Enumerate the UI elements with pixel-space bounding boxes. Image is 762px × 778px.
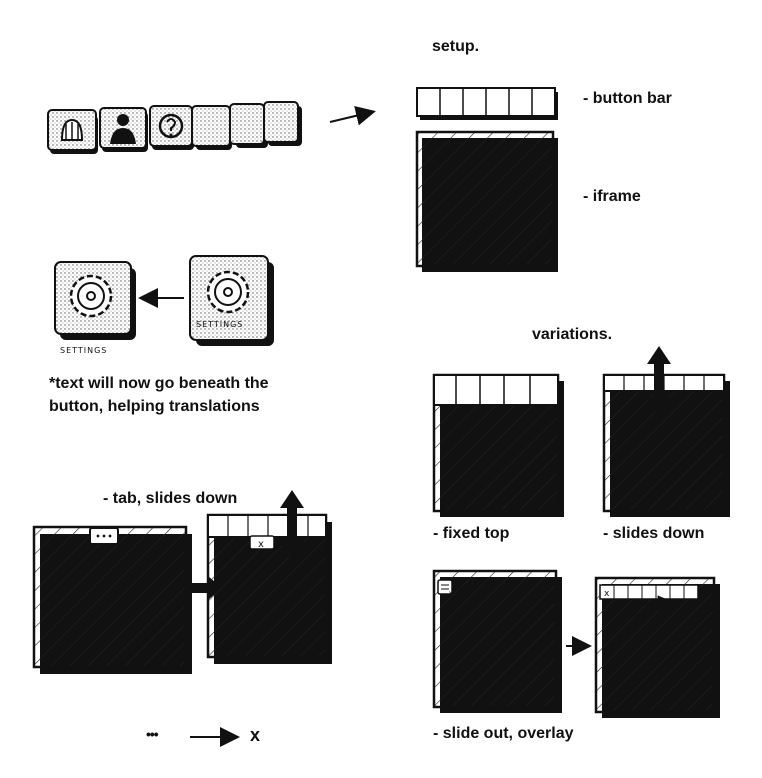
- setup-iframe: [415, 130, 558, 272]
- settings-icon-new: [54, 261, 136, 340]
- variation-slides-down: [602, 373, 730, 517]
- help-icon: [158, 113, 184, 139]
- toolbar-strip: [47, 101, 302, 154]
- slide-out-label: - slide out, overlay: [433, 725, 574, 742]
- setup-button-bar: [416, 87, 558, 120]
- iframe-label: - iframe: [583, 188, 641, 205]
- fixed-top-label: - fixed top: [433, 525, 510, 542]
- cloche-icon: [60, 118, 84, 141]
- tab-collapsed-frame: [32, 525, 192, 674]
- setup-title: setup.: [432, 38, 480, 55]
- settings-note-line2: button, helping translations: [49, 398, 260, 415]
- variation-slide-out-open: x: [594, 576, 720, 718]
- variations-title: variations.: [532, 326, 613, 343]
- ellipsis-icon: •••: [146, 726, 159, 742]
- setup-arrow: [329, 105, 376, 126]
- user-icon: [110, 114, 136, 144]
- tab-expanded-frame: x: [206, 513, 332, 664]
- tab-label: - tab, slides down: [103, 490, 238, 507]
- settings-note-line1: *text will now go beneath the: [49, 375, 269, 392]
- variation-slide-out-click: [432, 569, 562, 713]
- button-bar-label: - button bar: [583, 90, 672, 107]
- svg-text:x: x: [258, 539, 264, 550]
- slides-down-label: - slides down: [603, 525, 705, 542]
- close-icon: x: [250, 725, 261, 745]
- variation-fixed-top: [432, 373, 564, 517]
- slides-down-double-arrow: [647, 346, 671, 418]
- settings-icon-old: [189, 255, 274, 346]
- tab-double-arrow: [280, 490, 304, 562]
- settings-caption-inside: SETTINGS: [196, 320, 244, 329]
- settings-caption-below: SETTINGS: [60, 346, 108, 355]
- slide-out-small-label: SLIDE OUT.: [606, 612, 650, 619]
- svg-text:x: x: [604, 589, 610, 599]
